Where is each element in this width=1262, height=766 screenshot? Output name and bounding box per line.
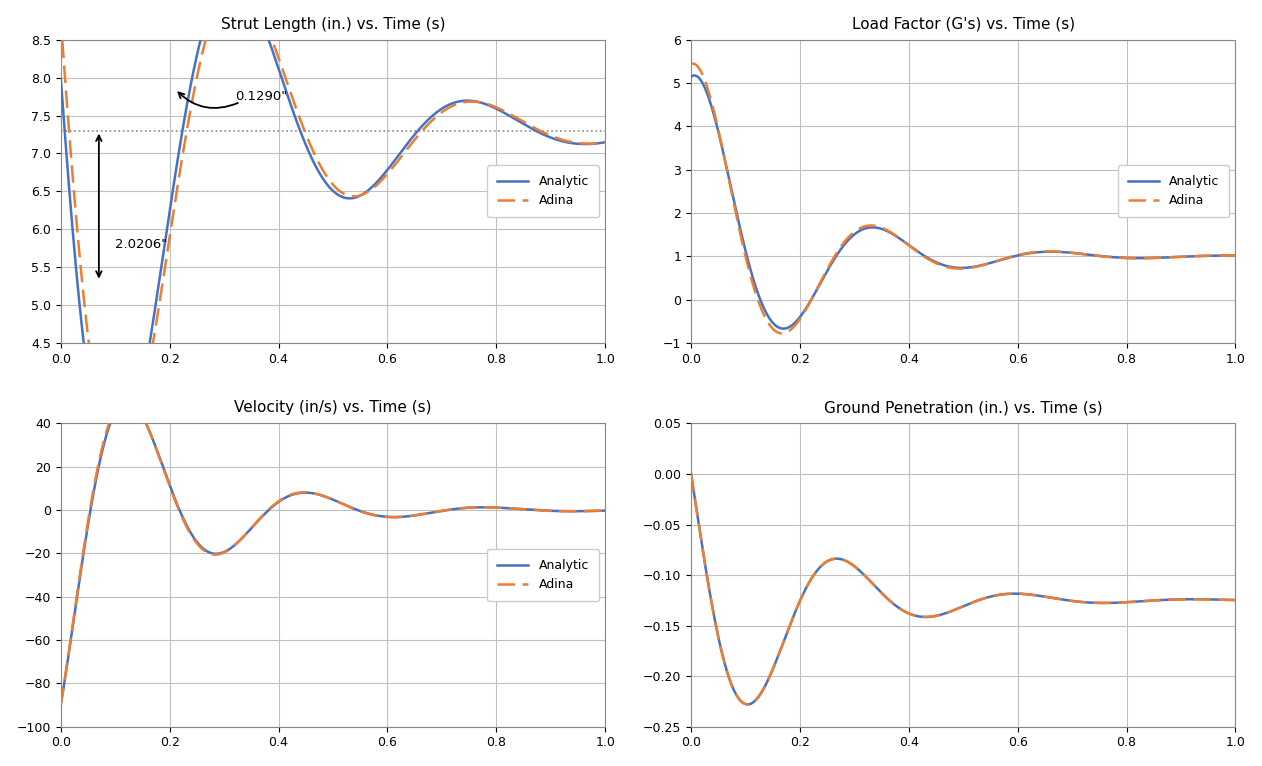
Analytic: [779, 632, 794, 641]
Adina: [597, 138, 612, 147]
Adina: [746, 281, 761, 290]
Analytic: [684, 72, 699, 81]
Legend: Analytic, Adina: Analytic, Adina: [1118, 165, 1229, 218]
Adina: [916, 252, 931, 261]
Analytic: [53, 73, 68, 82]
Analytic: [684, 470, 699, 479]
Analytic: [779, 324, 794, 333]
Line: Adina: Adina: [61, 0, 604, 463]
Adina: [53, 73, 68, 82]
Analytic: [286, 108, 302, 117]
Adina: [53, 700, 68, 709]
Adina: [1218, 595, 1233, 604]
Analytic: [776, 324, 791, 333]
Adina: [740, 700, 755, 709]
Line: Adina: Adina: [692, 474, 1235, 705]
Analytic: [120, 396, 135, 405]
Adina: [685, 59, 700, 68]
Analytic: [892, 234, 907, 244]
Analytic: [916, 251, 931, 260]
Adina: [684, 60, 699, 69]
Adina: [529, 124, 544, 133]
Adina: [262, 30, 278, 39]
Analytic: [106, 469, 121, 478]
Analytic: [53, 700, 68, 709]
Line: Adina: Adina: [692, 64, 1235, 333]
Legend: Analytic, Adina: Analytic, Adina: [487, 549, 599, 601]
Adina: [111, 459, 126, 468]
Adina: [529, 506, 544, 515]
Adina: [262, 504, 278, 513]
Analytic: [1218, 251, 1233, 260]
Adina: [779, 632, 794, 641]
Analytic: [1159, 253, 1174, 262]
Analytic: [262, 505, 278, 514]
Analytic: [115, 398, 130, 407]
Adina: [119, 394, 134, 404]
Analytic: [687, 71, 702, 80]
Analytic: [1228, 251, 1243, 260]
Adina: [587, 506, 602, 516]
Adina: [1159, 253, 1174, 262]
Analytic: [746, 698, 761, 707]
Analytic: [597, 138, 612, 147]
Analytic: [740, 700, 755, 709]
Analytic: [746, 275, 761, 284]
Analytic: [1159, 595, 1174, 604]
Adina: [1218, 251, 1233, 260]
Analytic: [529, 126, 544, 136]
Title: Velocity (in/s) vs. Time (s): Velocity (in/s) vs. Time (s): [235, 401, 432, 415]
Analytic: [115, 459, 130, 468]
Analytic: [148, 303, 163, 312]
Adina: [597, 506, 612, 516]
Adina: [1228, 595, 1243, 604]
Analytic: [597, 506, 612, 516]
Line: Analytic: Analytic: [61, 0, 604, 473]
Analytic: [892, 604, 907, 614]
Adina: [779, 328, 794, 337]
Line: Analytic: Analytic: [61, 401, 604, 705]
Adina: [285, 489, 300, 499]
Adina: [115, 456, 130, 465]
Analytic: [529, 506, 544, 515]
Analytic: [1228, 595, 1243, 604]
Adina: [286, 97, 302, 106]
Line: Analytic: Analytic: [692, 76, 1235, 329]
Adina: [148, 442, 163, 451]
Title: Strut Length (in.) vs. Time (s): Strut Length (in.) vs. Time (s): [221, 17, 445, 31]
Title: Load Factor (G's) vs. Time (s): Load Factor (G's) vs. Time (s): [852, 17, 1075, 31]
Text: 0.1290": 0.1290": [235, 90, 288, 103]
Adina: [148, 324, 163, 333]
Analytic: [148, 441, 163, 450]
Line: Adina: Adina: [61, 399, 604, 705]
Analytic: [262, 38, 278, 47]
Analytic: [587, 506, 602, 516]
Adina: [1228, 251, 1243, 260]
Analytic: [916, 612, 931, 621]
Title: Ground Penetration (in.) vs. Time (s): Ground Penetration (in.) vs. Time (s): [824, 401, 1103, 415]
Adina: [892, 234, 907, 244]
Analytic: [285, 489, 300, 499]
Adina: [746, 698, 761, 707]
Adina: [115, 395, 130, 404]
Adina: [775, 329, 790, 338]
Text: 2.0206": 2.0206": [115, 238, 168, 251]
Analytic: [587, 139, 602, 148]
Analytic: [1218, 595, 1233, 604]
Line: Analytic: Analytic: [692, 474, 1235, 705]
Adina: [1159, 595, 1174, 604]
Legend: Analytic, Adina: Analytic, Adina: [487, 165, 599, 218]
Adina: [684, 470, 699, 479]
Adina: [916, 612, 931, 621]
Adina: [587, 139, 602, 148]
Adina: [892, 604, 907, 614]
